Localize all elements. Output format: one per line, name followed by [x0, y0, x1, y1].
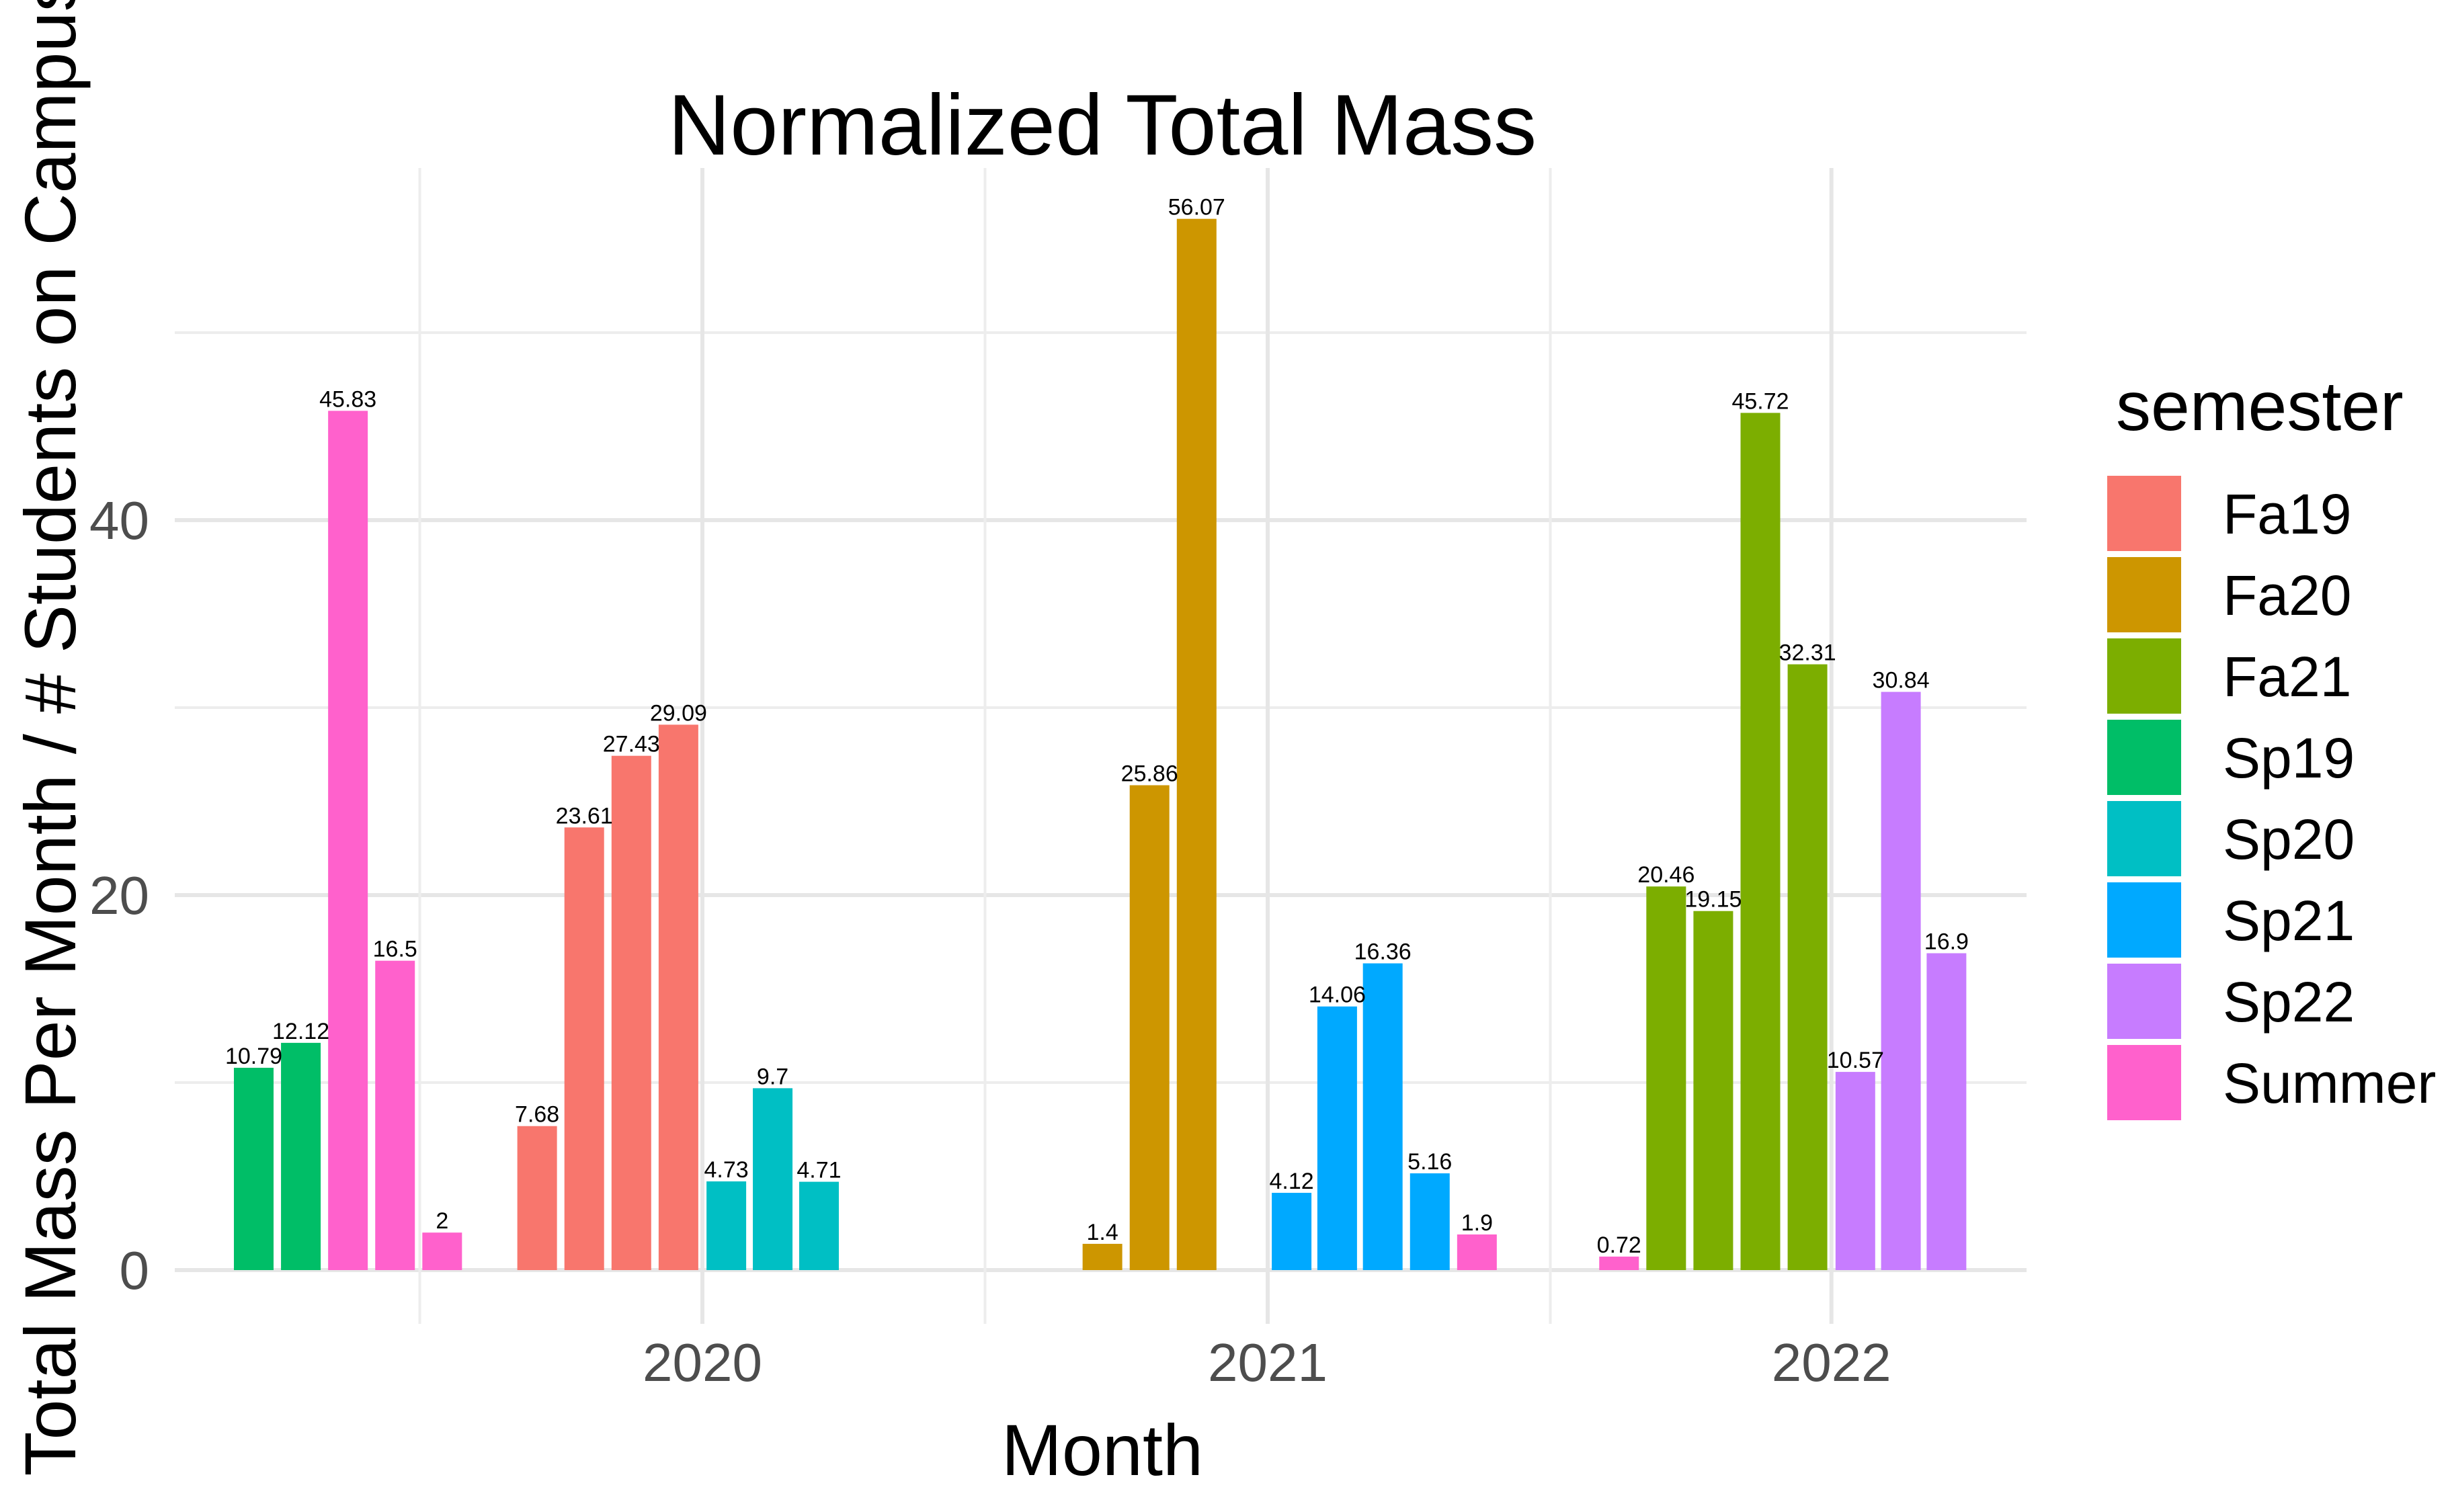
legend-label: Sp20	[2223, 808, 2355, 871]
bar	[233, 1067, 274, 1270]
bar	[753, 1088, 793, 1270]
bar	[1881, 691, 1921, 1270]
y-tick-label: 20	[89, 866, 149, 925]
bar	[1362, 963, 1403, 1270]
bar	[1787, 664, 1828, 1270]
bars	[233, 218, 1967, 1271]
bar-value-label: 2	[436, 1208, 448, 1234]
x-tick-label: 2020	[643, 1333, 762, 1392]
legend-key	[2107, 801, 2181, 876]
legend-title: semester	[2116, 368, 2404, 446]
bar	[328, 411, 368, 1270]
bar-value-label: 10.57	[1827, 1048, 1884, 1073]
y-tick-label: 0	[120, 1241, 150, 1300]
bar-value-label: 29.09	[650, 700, 707, 726]
legend-key	[2107, 638, 2181, 714]
bar-value-label: 12.12	[272, 1019, 329, 1044]
bar-value-label: 4.12	[1270, 1169, 1314, 1194]
bar	[799, 1181, 839, 1270]
legend: semester Fa19 Fa20 Fa21 Sp19 Sp20 Sp21 Sp22 Sum…	[2107, 368, 2436, 1120]
legend-label: Sp21	[2223, 889, 2355, 952]
bar-value-label: 45.83	[319, 386, 376, 412]
bar	[1926, 953, 1967, 1270]
bar-value-label: 16.36	[1354, 939, 1412, 965]
bar-value-label: 9.7	[757, 1064, 788, 1089]
bar-value-label: 25.86	[1121, 761, 1178, 787]
legend-label: Sp22	[2223, 970, 2355, 1034]
legend-label: Fa19	[2223, 482, 2351, 546]
bar-value-label: 4.71	[797, 1158, 841, 1183]
legend-label: Summer	[2223, 1052, 2436, 1115]
legend-label: Sp19	[2223, 726, 2355, 790]
bar	[1317, 1006, 1357, 1270]
legend-key	[2107, 882, 2181, 958]
bar-value-label: 5.16	[1407, 1149, 1452, 1175]
chart-title: Normalized Total Mass	[668, 77, 1537, 173]
bar	[1693, 911, 1733, 1270]
bar-value-label: 4.73	[704, 1157, 749, 1183]
bar	[281, 1042, 321, 1270]
bar-value-label: 0.72	[1597, 1232, 1641, 1258]
data-labels: 7.68 23.61 27.43 29.09 1.4 25.86 56.07 20.4619.…	[225, 195, 1969, 1258]
bar	[517, 1126, 557, 1270]
x-axis-title: Month	[1002, 1409, 1203, 1490]
y-axis-title: Total Mass Per Month / # Students on Cam…	[9, 0, 91, 1476]
bar	[1457, 1234, 1497, 1270]
bar	[1835, 1072, 1875, 1270]
bar	[658, 724, 698, 1270]
bar	[1599, 1256, 1639, 1270]
bar	[706, 1181, 747, 1270]
bar	[1272, 1193, 1312, 1270]
tick-labels: 0 20 40 2020 2021 2022	[89, 491, 1891, 1392]
legend-label: Fa21	[2223, 645, 2351, 708]
bar	[1646, 886, 1686, 1270]
bar-value-label: 27.43	[603, 732, 660, 757]
bar-value-label: 7.68	[515, 1102, 559, 1128]
bar-value-label: 1.9	[1461, 1210, 1493, 1236]
legend-key	[2107, 557, 2181, 632]
bar	[611, 755, 651, 1270]
bar	[1082, 1243, 1122, 1270]
bar-value-label: 14.06	[1309, 982, 1366, 1008]
bar-value-label: 23.61	[556, 803, 613, 829]
bar-value-label: 19.15	[1684, 887, 1742, 913]
bar	[1410, 1173, 1450, 1270]
bar-value-label: 20.46	[1637, 862, 1694, 888]
bar-value-label: 56.07	[1168, 195, 1225, 220]
legend-key	[2107, 964, 2181, 1039]
legend-key	[2107, 720, 2181, 795]
bar-value-label: 32.31	[1779, 640, 1836, 666]
bar-value-label: 16.5	[373, 937, 417, 962]
legend-key	[2107, 1045, 2181, 1120]
bar	[1129, 785, 1170, 1270]
bar	[1176, 218, 1217, 1271]
bar-value-label: 1.4	[1087, 1220, 1118, 1245]
bar	[564, 827, 604, 1270]
bar-value-label: 30.84	[1873, 668, 1930, 694]
bar	[375, 960, 415, 1270]
y-tick-label: 40	[89, 491, 149, 550]
x-tick-label: 2021	[1208, 1333, 1328, 1392]
bar-value-label: 45.72	[1731, 388, 1789, 414]
x-tick-label: 2022	[1772, 1333, 1891, 1392]
bar-value-label: 10.79	[225, 1044, 282, 1069]
bar-value-label: 16.9	[1924, 929, 1969, 954]
bar	[1740, 413, 1781, 1270]
legend-key	[2107, 476, 2181, 551]
grid	[175, 168, 2027, 1324]
legend-label: Fa20	[2223, 564, 2351, 627]
bar	[422, 1232, 462, 1270]
